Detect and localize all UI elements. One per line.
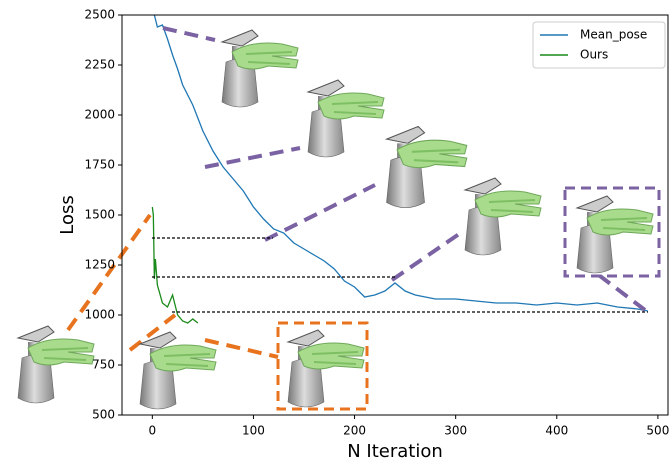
x-tick-label: 500 — [646, 424, 669, 438]
line — [153, 15, 648, 312]
y-tick-label: 500 — [92, 408, 115, 422]
y-tick-label: 1250 — [84, 258, 115, 272]
x-tick-label: 300 — [444, 424, 467, 438]
legend-label: Mean_pose — [580, 28, 647, 42]
x-tick-label: 200 — [343, 424, 366, 438]
illustrations — [17, 26, 661, 411]
y-tick-label: 1500 — [84, 208, 115, 222]
y-tick-label: 2250 — [84, 58, 115, 72]
legend-label: Ours — [580, 48, 608, 62]
legend: Mean_pose Ours — [532, 21, 666, 69]
x-tick-label: 400 — [545, 424, 568, 438]
y-tick-label: 2000 — [84, 108, 115, 122]
y-tick-label: 750 — [92, 358, 115, 372]
x-tick-label: 100 — [242, 424, 265, 438]
series-group — [151, 15, 648, 324]
x-tick-label: 0 — [149, 424, 157, 438]
line — [151, 206, 199, 324]
y-tick-label: 2500 — [84, 8, 115, 22]
y-tick-label: 1000 — [84, 308, 115, 322]
y-tick-label: 1750 — [84, 158, 115, 172]
x-axis-label: N Iteration — [347, 441, 443, 462]
plot-area — [151, 15, 648, 324]
y-axis-label: Loss — [57, 195, 78, 234]
